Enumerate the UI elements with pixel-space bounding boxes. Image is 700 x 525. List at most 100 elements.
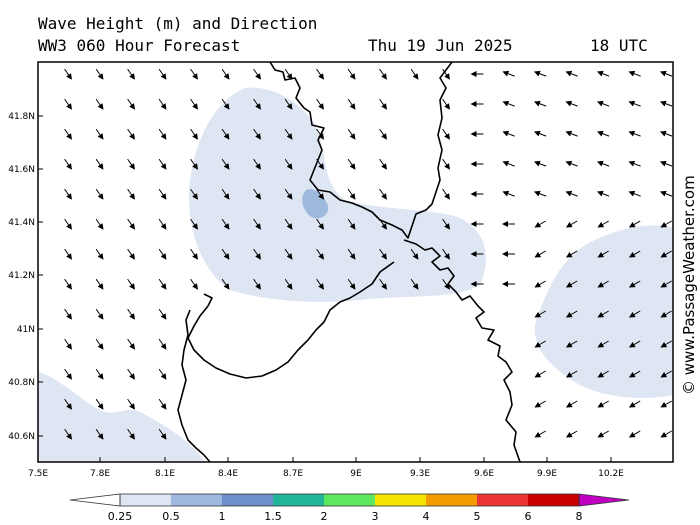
lon-label: 9E	[350, 469, 362, 479]
wave-arrow	[127, 158, 135, 170]
colorbar-label: 0.5	[162, 510, 180, 523]
wave-arrow	[692, 102, 700, 106]
forecast-date: Thu 19 Jun 2025	[368, 36, 513, 55]
wave-arrow	[221, 278, 230, 290]
colorbar-label: 8	[576, 510, 583, 523]
wave-arrow	[442, 128, 450, 140]
wave-arrow	[628, 310, 641, 318]
wave-arrow	[660, 220, 672, 228]
wave-arrow	[95, 98, 104, 110]
wave-arrow	[502, 130, 515, 137]
wave-arrow	[284, 278, 293, 290]
wave-arrow	[347, 248, 356, 260]
wave-arrow	[190, 188, 198, 200]
wave-arrow	[95, 368, 104, 380]
wave-arrow	[379, 98, 387, 110]
wave-arrow	[190, 248, 198, 260]
wave-shade-east	[534, 225, 673, 398]
wave-arrow	[660, 340, 672, 348]
wave-arrow	[158, 278, 167, 290]
wave-arrow	[597, 310, 609, 318]
wave-arrow	[442, 188, 450, 200]
wave-arrow	[158, 308, 167, 320]
wave-arrow	[502, 100, 515, 107]
wave-arrow	[284, 188, 293, 200]
lon-label: 8.1E	[155, 469, 175, 479]
wave-arrow	[253, 98, 261, 110]
lon-label: 9.9E	[537, 469, 557, 479]
wave-arrow	[410, 248, 419, 260]
wave-arrow	[659, 130, 673, 137]
wave-arrow	[597, 400, 609, 408]
wave-arrow	[565, 160, 578, 167]
wave-arrow	[190, 128, 198, 140]
wave-arrow	[692, 162, 700, 166]
colorbar-segment	[273, 494, 324, 506]
wave-arrow	[502, 70, 515, 77]
wave-arrow	[534, 340, 546, 348]
wave-arrow	[628, 280, 641, 288]
wave-arrow	[597, 370, 609, 378]
wave-arrow	[316, 68, 324, 80]
wave-arrow	[628, 340, 641, 348]
wave-arrow	[158, 188, 167, 200]
wave-arrow	[692, 132, 700, 136]
wave-arrow	[347, 68, 356, 80]
wave-arrow	[95, 308, 104, 320]
colorbar-segment	[528, 494, 579, 506]
wave-arrow	[628, 370, 641, 378]
wave-arrow	[660, 310, 672, 318]
wave-arrow	[565, 250, 578, 258]
colorbar-label: 1	[219, 510, 226, 523]
wave-arrow	[64, 398, 72, 410]
wave-arrow	[347, 278, 356, 290]
latitude-labels: 41.8N 41.6N 41.4N 41.2N 41N 40.8N 40.6N	[8, 112, 35, 442]
wave-arrow	[95, 278, 104, 290]
lat-label: 41.8N	[8, 112, 35, 122]
forecast-time: 18 UTC	[590, 36, 648, 55]
colorbar-label: 5	[474, 510, 481, 523]
wave-arrow	[64, 368, 72, 380]
wave-arrow	[316, 98, 324, 110]
wave-arrow	[379, 278, 387, 290]
wave-arrow	[127, 428, 135, 440]
wave-arrow	[379, 218, 387, 230]
wave-arrow	[127, 338, 135, 350]
wave-arrow	[596, 100, 610, 107]
wave-arrow	[284, 248, 293, 260]
wave-arrow	[565, 400, 578, 408]
wave-arrow	[95, 218, 104, 230]
wave-arrow	[533, 100, 547, 107]
wave-arrow	[565, 430, 578, 438]
wave-arrow	[64, 128, 72, 140]
colorbar-segment	[477, 494, 528, 506]
colorbar-label: 1.5	[264, 510, 282, 523]
lon-label: 7.8E	[90, 469, 110, 479]
wave-arrow	[502, 160, 515, 167]
wave-arrow	[628, 400, 641, 408]
wave-arrow	[628, 70, 641, 77]
wave-arrow	[284, 68, 293, 80]
wave-arrow	[127, 218, 135, 230]
wave-arrow	[221, 128, 230, 140]
wave-arrow	[597, 250, 609, 258]
wave-arrow	[565, 220, 578, 228]
wave-arrow	[565, 130, 578, 137]
wave-arrow	[64, 218, 72, 230]
lon-label: 9.6E	[474, 469, 494, 479]
wave-arrow	[158, 98, 167, 110]
wave-arrow	[253, 188, 261, 200]
wave-arrow	[316, 218, 324, 230]
wave-arrow	[95, 248, 104, 260]
wave-arrow	[284, 98, 293, 110]
wave-arrow	[565, 70, 578, 77]
lat-label: 41N	[17, 325, 35, 335]
wave-arrow	[64, 188, 72, 200]
wave-arrow	[660, 370, 672, 378]
wave-arrow	[347, 98, 356, 110]
site-credit: © www.PassageWeather.com	[680, 175, 698, 395]
wave-arrow	[660, 400, 672, 408]
wave-arrow	[127, 128, 135, 140]
wave-shade-west	[189, 87, 486, 302]
wave-arrow	[534, 220, 546, 228]
